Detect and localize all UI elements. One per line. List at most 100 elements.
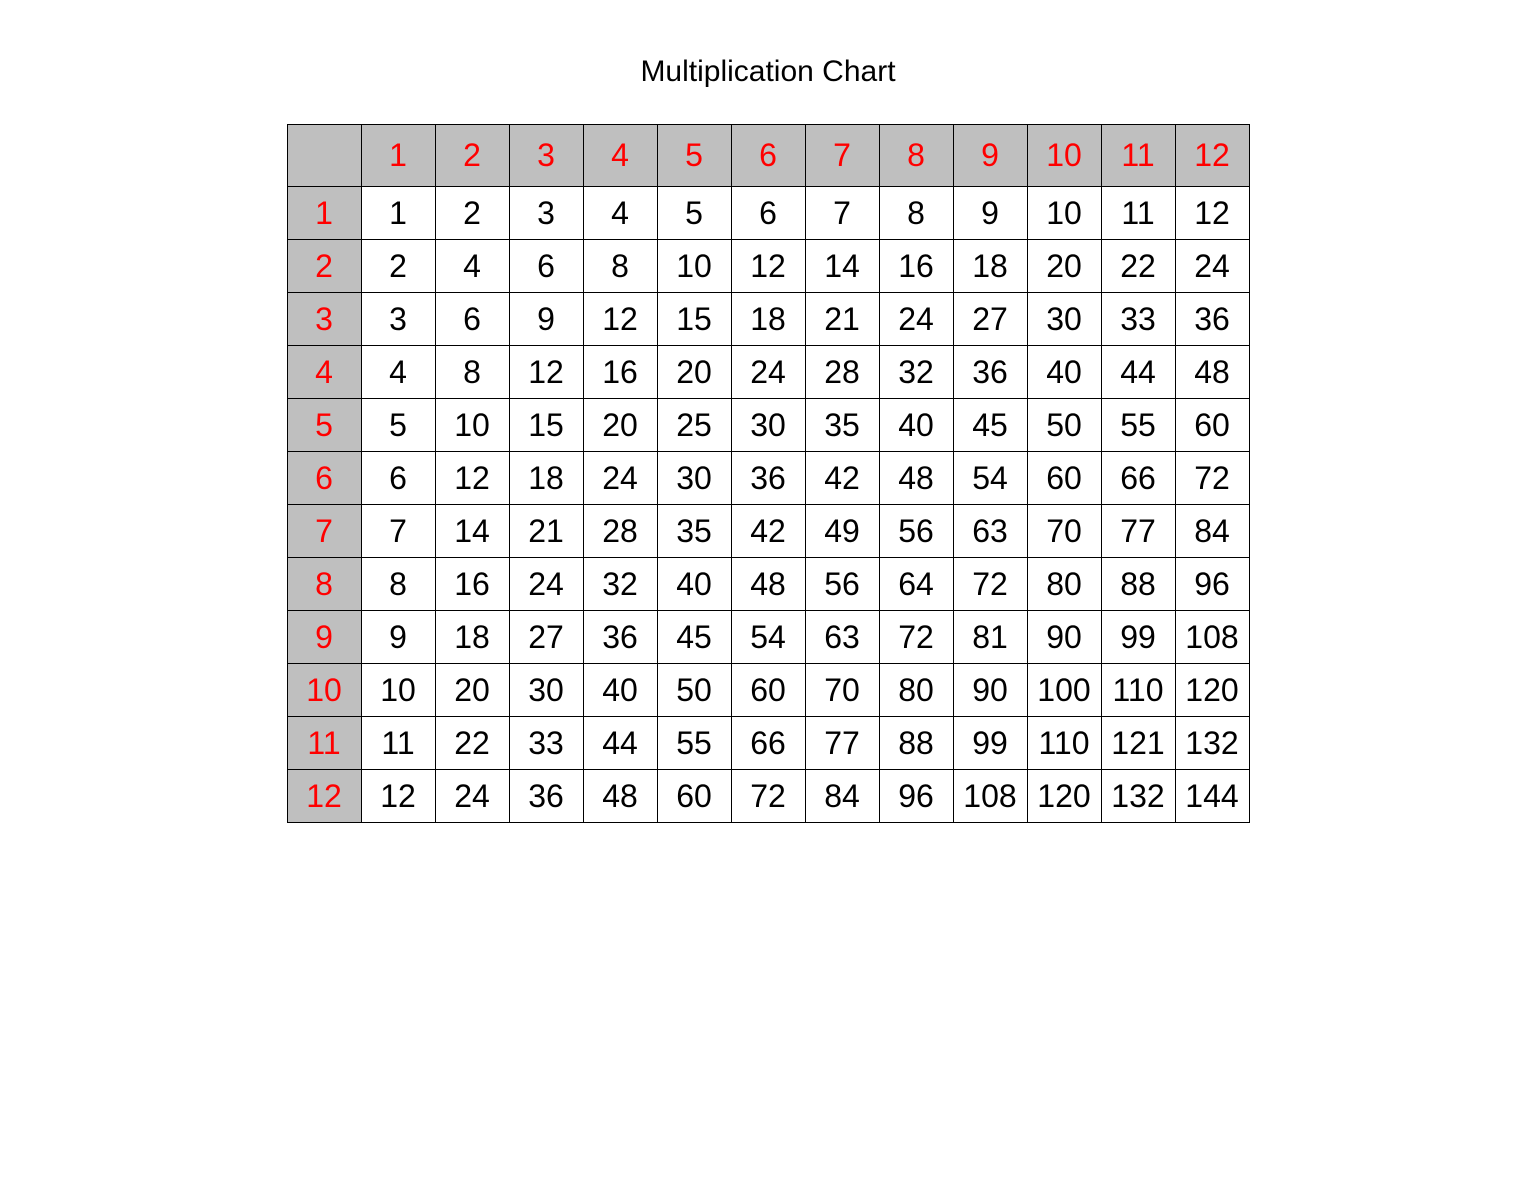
data-cell: 28 (583, 505, 657, 558)
table-row: 11112233445566778899110121132 (287, 717, 1249, 770)
data-cell: 121 (1101, 717, 1175, 770)
table-header-row: 123456789101112 (287, 125, 1249, 187)
data-cell: 66 (731, 717, 805, 770)
data-cell: 33 (509, 717, 583, 770)
col-header: 4 (583, 125, 657, 187)
data-cell: 56 (879, 505, 953, 558)
data-cell: 6 (509, 240, 583, 293)
data-cell: 55 (657, 717, 731, 770)
data-cell: 5 (657, 187, 731, 240)
data-cell: 27 (953, 293, 1027, 346)
data-cell: 18 (731, 293, 805, 346)
data-cell: 120 (1175, 664, 1249, 717)
data-cell: 1 (361, 187, 435, 240)
data-cell: 8 (879, 187, 953, 240)
table-row: 551015202530354045505560 (287, 399, 1249, 452)
data-cell: 3 (361, 293, 435, 346)
data-cell: 120 (1027, 770, 1101, 823)
data-cell: 64 (879, 558, 953, 611)
data-cell: 40 (657, 558, 731, 611)
data-cell: 108 (953, 770, 1027, 823)
data-cell: 9 (953, 187, 1027, 240)
data-cell: 60 (1027, 452, 1101, 505)
data-cell: 15 (509, 399, 583, 452)
col-header: 9 (953, 125, 1027, 187)
data-cell: 50 (1027, 399, 1101, 452)
col-header: 3 (509, 125, 583, 187)
data-cell: 11 (361, 717, 435, 770)
row-header: 11 (287, 717, 361, 770)
data-cell: 6 (361, 452, 435, 505)
data-cell: 12 (1175, 187, 1249, 240)
data-cell: 80 (879, 664, 953, 717)
data-cell: 80 (1027, 558, 1101, 611)
data-cell: 20 (657, 346, 731, 399)
data-cell: 30 (731, 399, 805, 452)
row-header: 5 (287, 399, 361, 452)
data-cell: 24 (583, 452, 657, 505)
data-cell: 45 (657, 611, 731, 664)
data-cell: 36 (953, 346, 1027, 399)
data-cell: 6 (435, 293, 509, 346)
row-header: 8 (287, 558, 361, 611)
data-cell: 3 (509, 187, 583, 240)
data-cell: 77 (1101, 505, 1175, 558)
data-cell: 40 (583, 664, 657, 717)
data-cell: 36 (509, 770, 583, 823)
data-cell: 44 (1101, 346, 1175, 399)
data-cell: 32 (583, 558, 657, 611)
row-header: 9 (287, 611, 361, 664)
data-cell: 56 (805, 558, 879, 611)
table-row: 1123456789101112 (287, 187, 1249, 240)
data-cell: 7 (805, 187, 879, 240)
col-header: 12 (1175, 125, 1249, 187)
data-cell: 36 (583, 611, 657, 664)
data-cell: 14 (435, 505, 509, 558)
data-cell: 12 (361, 770, 435, 823)
data-cell: 10 (435, 399, 509, 452)
data-cell: 96 (879, 770, 953, 823)
data-cell: 77 (805, 717, 879, 770)
data-cell: 16 (583, 346, 657, 399)
data-cell: 22 (435, 717, 509, 770)
data-cell: 100 (1027, 664, 1101, 717)
row-header: 6 (287, 452, 361, 505)
data-cell: 25 (657, 399, 731, 452)
table-row: 771421283542495663707784 (287, 505, 1249, 558)
data-cell: 44 (583, 717, 657, 770)
data-cell: 60 (731, 664, 805, 717)
data-cell: 48 (879, 452, 953, 505)
data-cell: 84 (805, 770, 879, 823)
data-cell: 48 (583, 770, 657, 823)
table-row: 121224364860728496108120132144 (287, 770, 1249, 823)
data-cell: 96 (1175, 558, 1249, 611)
data-cell: 42 (731, 505, 805, 558)
data-cell: 24 (879, 293, 953, 346)
data-cell: 20 (583, 399, 657, 452)
data-cell: 66 (1101, 452, 1175, 505)
data-cell: 54 (953, 452, 1027, 505)
data-cell: 2 (435, 187, 509, 240)
data-cell: 5 (361, 399, 435, 452)
data-cell: 9 (509, 293, 583, 346)
data-cell: 49 (805, 505, 879, 558)
data-cell: 48 (731, 558, 805, 611)
table-row: 10102030405060708090100110120 (287, 664, 1249, 717)
data-cell: 48 (1175, 346, 1249, 399)
data-cell: 24 (1175, 240, 1249, 293)
data-cell: 8 (583, 240, 657, 293)
row-header: 3 (287, 293, 361, 346)
data-cell: 7 (361, 505, 435, 558)
data-cell: 55 (1101, 399, 1175, 452)
data-cell: 70 (805, 664, 879, 717)
data-cell: 12 (731, 240, 805, 293)
data-cell: 27 (509, 611, 583, 664)
data-cell: 12 (509, 346, 583, 399)
data-cell: 6 (731, 187, 805, 240)
data-cell: 144 (1175, 770, 1249, 823)
data-cell: 132 (1101, 770, 1175, 823)
multiplication-table: 1234567891011121123456789101112224681012… (287, 124, 1250, 823)
data-cell: 72 (953, 558, 1027, 611)
data-cell: 12 (583, 293, 657, 346)
table-row: 661218243036424854606672 (287, 452, 1249, 505)
